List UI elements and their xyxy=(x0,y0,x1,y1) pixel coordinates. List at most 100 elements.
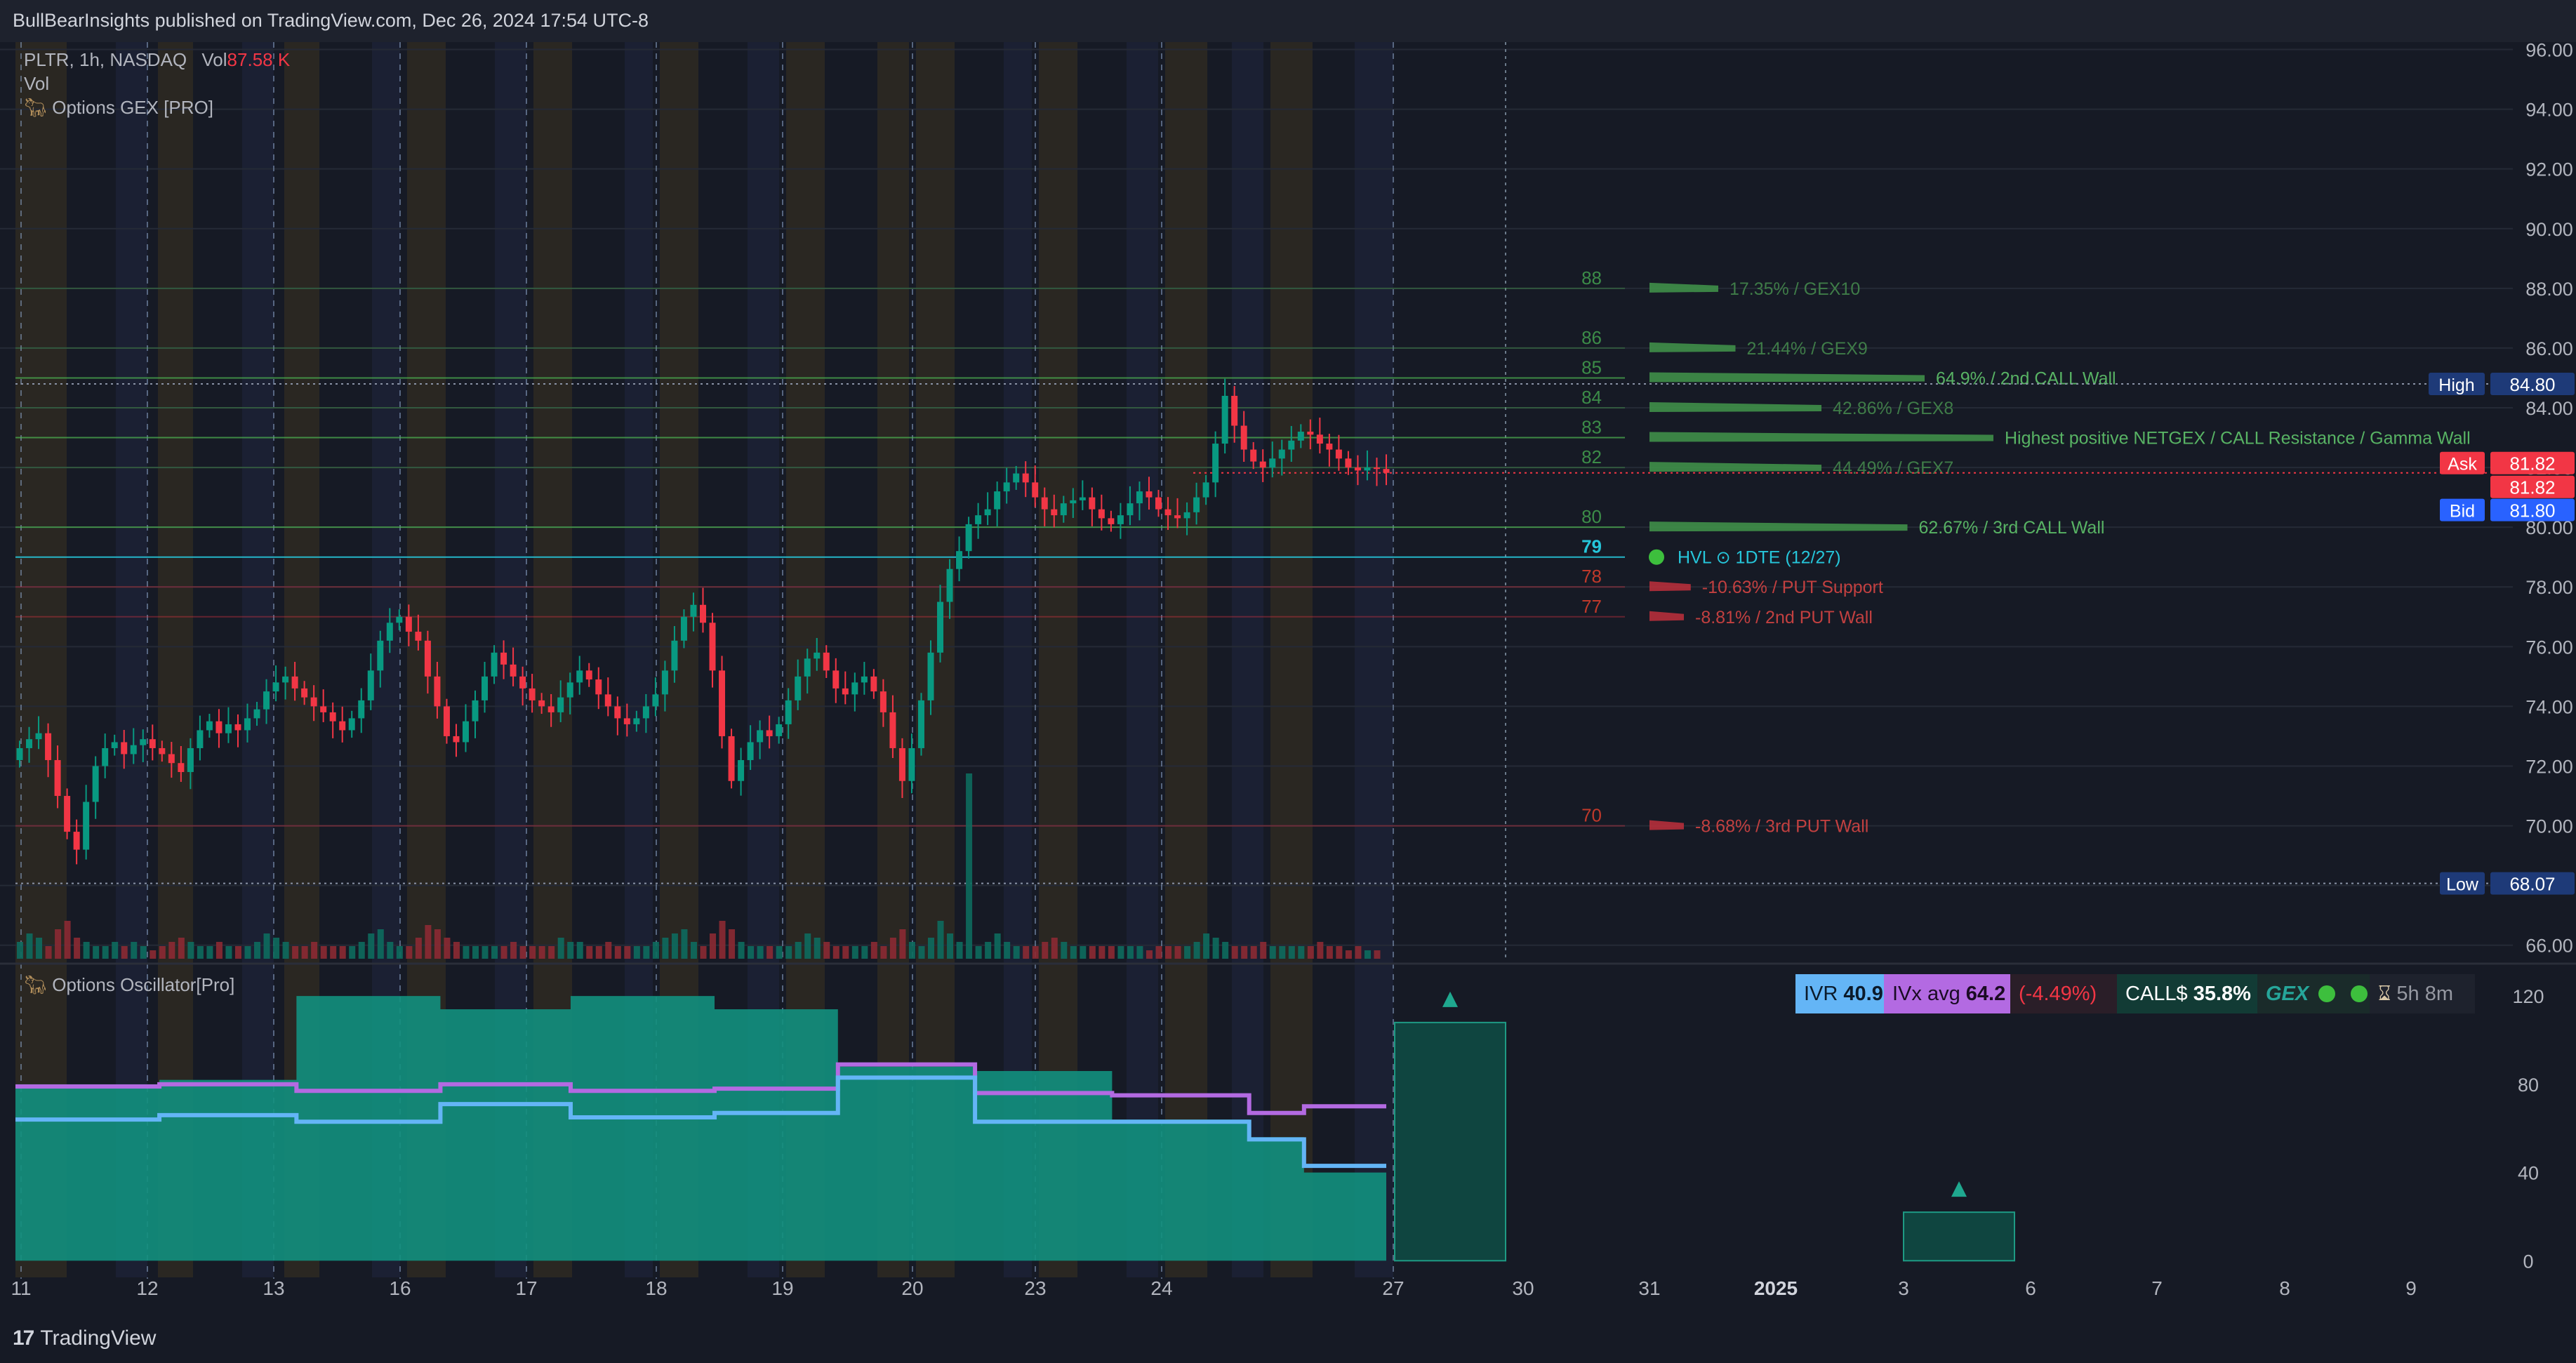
time-tick-label: 23 xyxy=(1024,1277,1046,1299)
candle-body xyxy=(1089,497,1096,510)
volume-bar xyxy=(1108,946,1115,959)
candle-body xyxy=(851,682,858,695)
candle-body xyxy=(234,724,241,731)
volume-bar xyxy=(966,773,973,959)
candle-body xyxy=(1127,503,1134,516)
volume-bar xyxy=(1032,946,1039,959)
volume-bar xyxy=(738,942,745,959)
price-tick-label: 94.00 xyxy=(2525,100,2573,121)
call-value: 35.8% xyxy=(2193,983,2251,1005)
candle-body xyxy=(83,802,90,850)
strike-label: 79 xyxy=(1581,536,1602,557)
oscillator-label: Options Oscillator[Pro] xyxy=(52,974,235,995)
session-band xyxy=(1355,42,1393,1277)
candle-body xyxy=(1269,458,1276,468)
gex-legend[interactable]: 🐂︎ Options GEX [PRO] xyxy=(24,97,213,119)
level-bar xyxy=(1649,432,1993,442)
volume-bar xyxy=(387,942,394,959)
volume-bar xyxy=(614,946,621,959)
gex-levels: 88 17.35% / GEX10 86 21.44% / GEX9 85 64.9% /… xyxy=(15,267,2471,837)
candle-body xyxy=(719,670,726,736)
price-tick-label: 70.00 xyxy=(2525,816,2573,837)
volume-bar xyxy=(538,946,545,959)
candle-body xyxy=(1032,482,1039,498)
candle-body xyxy=(842,688,849,695)
candle-body xyxy=(709,623,716,671)
price-tick-label: 88.00 xyxy=(2525,279,2573,300)
price-tick-label: 86.00 xyxy=(2525,338,2573,359)
volume-bar xyxy=(1136,946,1143,959)
volume-bar xyxy=(908,942,915,959)
bull-icon: 🐂︎ xyxy=(24,974,48,995)
ivx-label: IVx avg xyxy=(1892,983,1960,1005)
tv-logo-icon: 17 xyxy=(13,1327,34,1350)
volume-bar xyxy=(1117,946,1124,959)
volume-bar xyxy=(112,942,119,959)
tradingview-logo[interactable]: 17 TradingView xyxy=(13,1327,156,1350)
candle-body xyxy=(671,640,678,671)
volume-bar xyxy=(1269,946,1276,959)
candle-body xyxy=(738,759,745,781)
volume-bar xyxy=(1203,933,1210,959)
level-bar xyxy=(1649,820,1684,830)
volume-bar xyxy=(1298,946,1305,959)
strike-label: 84 xyxy=(1581,387,1602,408)
volume-bar xyxy=(1127,946,1134,959)
price-badge-tag xyxy=(2440,872,2485,895)
price-badge-value: 84.80 xyxy=(2509,374,2555,395)
symbol-label[interactable]: PLTR, 1h, NASDAQ xyxy=(24,49,187,70)
volume-bar xyxy=(349,946,356,959)
candle-body xyxy=(547,706,555,712)
volume-bar xyxy=(1279,946,1286,959)
volume-bar xyxy=(425,925,432,959)
volume-bar xyxy=(215,942,223,959)
candle-body xyxy=(1098,509,1105,519)
candle-body xyxy=(1041,497,1048,510)
candle-body xyxy=(443,706,450,736)
osc-tick-label: 0 xyxy=(2523,1251,2533,1272)
volume-bar xyxy=(947,933,954,959)
volume-bar xyxy=(1231,946,1238,959)
volume-bar xyxy=(748,946,755,959)
level-label: 21.44% / GEX9 xyxy=(1747,339,1868,359)
strike-label: 85 xyxy=(1581,357,1602,378)
candle-body xyxy=(348,718,355,731)
candle-body xyxy=(690,604,697,617)
green-dot-icon xyxy=(2318,985,2336,1002)
volume-bar xyxy=(292,946,299,959)
volume-bar xyxy=(1051,938,1058,959)
candle-body xyxy=(206,721,213,731)
candle-body xyxy=(975,515,982,524)
time-tick-label: 6 xyxy=(2025,1277,2036,1299)
price-badge-value: 81.82 xyxy=(2509,477,2555,498)
volume-bar xyxy=(795,942,802,959)
candle-body xyxy=(623,718,630,724)
time-value: 5h 8m xyxy=(2396,983,2453,1005)
volume-bar xyxy=(937,921,944,959)
volume-bar xyxy=(225,946,232,959)
oscillator-legend[interactable]: 🐂︎ Options Oscillator[Pro] xyxy=(24,974,234,996)
osc-area xyxy=(15,996,1386,1261)
price-tick-label: 76.00 xyxy=(2525,637,2573,658)
candle-body xyxy=(358,700,365,719)
candle-body xyxy=(557,697,564,712)
volume-bar xyxy=(358,942,365,959)
candle-body xyxy=(1231,395,1238,426)
volume-bar xyxy=(1260,942,1267,959)
volume-bar xyxy=(985,942,992,959)
volume-bar xyxy=(710,933,717,959)
candle-body xyxy=(785,700,792,724)
vol-legend[interactable]: Vol xyxy=(24,73,50,94)
strike-label: 86 xyxy=(1581,327,1602,348)
gex-badge: GEX xyxy=(2257,974,2370,1013)
candle-body xyxy=(1164,509,1171,516)
volume-bar xyxy=(1013,946,1020,959)
candle-body xyxy=(130,745,137,754)
volume-bar xyxy=(453,942,460,959)
candle-body xyxy=(26,739,33,748)
publisher-text: BullBearInsights published on TradingVie… xyxy=(13,10,649,31)
candle-body xyxy=(604,694,611,707)
level-bar xyxy=(1649,611,1684,621)
candle-body xyxy=(159,747,166,754)
